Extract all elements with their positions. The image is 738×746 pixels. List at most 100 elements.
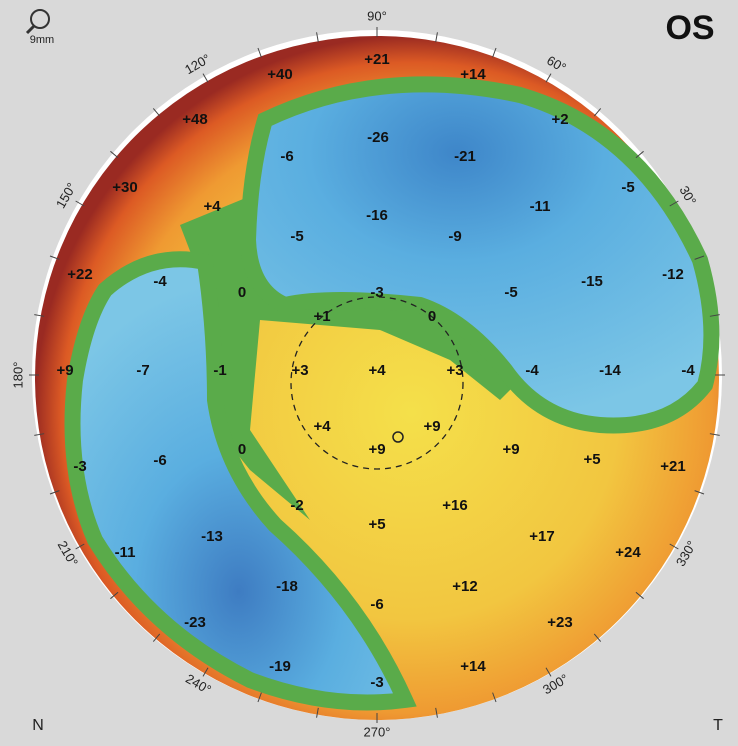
- elevation-value: -3: [370, 674, 383, 691]
- elevation-value: +3: [291, 362, 308, 379]
- elevation-value: +2: [551, 111, 568, 128]
- elevation-value: -15: [581, 273, 603, 290]
- elevation-value: -5: [504, 284, 517, 301]
- degree-ticks: [29, 27, 725, 723]
- elevation-value: -4: [525, 362, 539, 379]
- pupil-center: [392, 431, 404, 443]
- elevation-value: +24: [615, 544, 641, 561]
- angle-label: 180°: [10, 362, 25, 389]
- elevation-value: -16: [366, 207, 388, 224]
- tick: [593, 108, 602, 117]
- tick: [694, 255, 705, 260]
- tick: [34, 314, 45, 317]
- tick: [49, 490, 60, 495]
- elevation-value: +16: [442, 497, 467, 514]
- elevation-value: -3: [73, 458, 86, 475]
- temporal-label: T: [713, 717, 723, 734]
- elevation-value: -26: [367, 129, 389, 146]
- elevation-value: -5: [290, 228, 303, 245]
- tick: [75, 543, 85, 550]
- blue-lobe: [239, 76, 720, 434]
- magnifier-handle: [25, 24, 36, 35]
- tick: [635, 150, 644, 159]
- scale-label: 9mm: [30, 34, 54, 46]
- tick: [435, 707, 438, 718]
- elevation-value: +9: [56, 362, 73, 379]
- tick: [435, 32, 438, 43]
- tick: [545, 73, 552, 83]
- elevation-value: -23: [184, 614, 206, 631]
- nasal-label: N: [32, 717, 44, 734]
- tick: [152, 633, 161, 642]
- tick: [152, 108, 161, 117]
- elevation-value: +22: [67, 266, 92, 283]
- elevation-value: -12: [662, 266, 684, 283]
- tick: [492, 692, 497, 703]
- tick: [669, 543, 679, 550]
- tick: [75, 200, 85, 207]
- tick: [709, 314, 720, 317]
- elevation-value: -14: [599, 362, 621, 379]
- blue-lobe: [64, 251, 417, 711]
- elevation-value: -18: [276, 578, 298, 595]
- eye-label: OS: [665, 9, 714, 47]
- elevation-value: -21: [454, 148, 476, 165]
- elevation-value: +9: [502, 441, 519, 458]
- elevation-value: -6: [280, 148, 293, 165]
- tick: [316, 707, 319, 718]
- elevation-value: 0: [238, 441, 246, 458]
- tick: [257, 692, 262, 703]
- elevation-value: 0: [428, 308, 436, 325]
- magnifier-icon: [30, 9, 50, 29]
- tick: [709, 433, 720, 436]
- elevation-value: +3: [446, 362, 463, 379]
- elevation-value: +21: [364, 51, 389, 68]
- tick: [257, 47, 262, 58]
- elevation-value: +4: [203, 198, 221, 215]
- elevation-value: +9: [423, 418, 440, 435]
- elevation-value: -6: [370, 596, 383, 613]
- elevation-value: 0: [238, 284, 246, 301]
- tick: [202, 73, 209, 83]
- elevation-value: +48: [182, 111, 207, 128]
- elevation-value: -7: [136, 362, 149, 379]
- elevation-value: -5: [621, 179, 634, 196]
- elevation-value: -9: [448, 228, 461, 245]
- elevation-value: -2: [290, 497, 303, 514]
- tick: [694, 490, 705, 495]
- elevation-value: +14: [460, 66, 486, 83]
- elevation-value: -13: [201, 528, 223, 545]
- elevation-value: +1: [313, 308, 330, 325]
- elevation-value: +12: [452, 578, 477, 595]
- elevation-value: +23: [547, 614, 572, 631]
- elevation-value: +14: [460, 658, 486, 675]
- angle-label: 90°: [367, 8, 387, 23]
- angle-label: 270°: [364, 724, 391, 739]
- tick: [110, 150, 119, 159]
- pupil-zone: [290, 296, 464, 470]
- tick: [34, 433, 45, 436]
- elevation-value: +30: [112, 179, 137, 196]
- tick: [110, 591, 119, 600]
- tick: [593, 633, 602, 642]
- elevation-value: -1: [213, 362, 226, 379]
- elevation-value: +5: [583, 451, 600, 468]
- elevation-value: -4: [153, 273, 167, 290]
- tick: [545, 667, 552, 677]
- elevation-value: -6: [153, 452, 166, 469]
- elevation-value: +4: [313, 418, 331, 435]
- elevation-value: +5: [368, 516, 385, 533]
- tick: [202, 667, 209, 677]
- elevation-value: -3: [370, 284, 383, 301]
- elevation-value: +17: [529, 528, 554, 545]
- elevation-value: +4: [368, 362, 386, 379]
- elevation-value: -4: [681, 362, 695, 379]
- tick: [492, 47, 497, 58]
- elevation-value: -19: [269, 658, 291, 675]
- tick: [49, 255, 60, 260]
- tick: [669, 200, 679, 207]
- elevation-value: -11: [530, 198, 551, 215]
- elevation-value: -11: [115, 544, 136, 561]
- tick: [316, 32, 319, 43]
